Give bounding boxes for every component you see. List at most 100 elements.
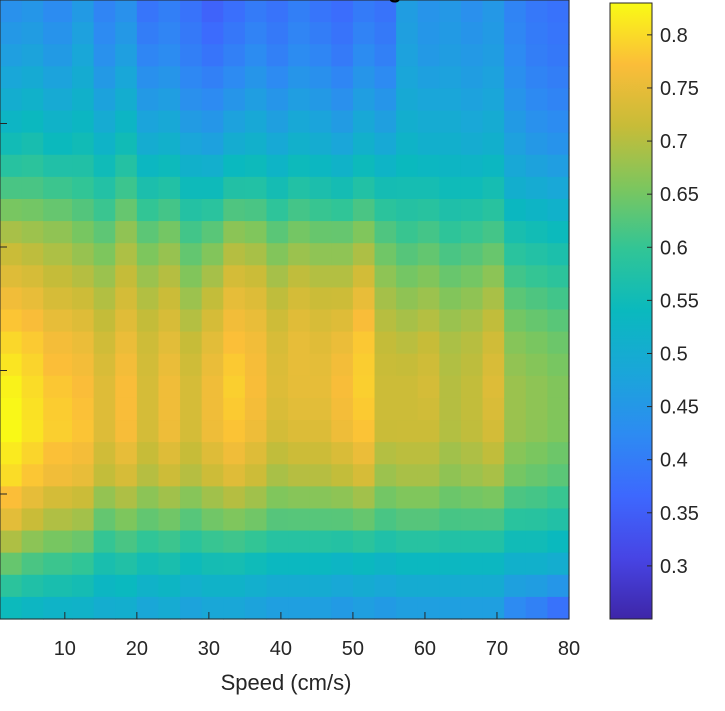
heatmap-cell [43, 552, 73, 576]
heatmap-cell [136, 486, 160, 510]
heatmap-cell [223, 486, 246, 510]
colorbar-tick-label: 0.3 [660, 556, 688, 578]
heatmap-cell [309, 44, 332, 67]
heatmap-cell [547, 22, 570, 45]
heatmap-cell [482, 0, 505, 23]
heatmap-cell [0, 464, 23, 487]
heatmap-cell [547, 442, 570, 465]
heatmap-cell [93, 287, 116, 311]
heatmap-cell [482, 265, 505, 288]
heatmap-cell [309, 486, 332, 510]
heatmap-cell [115, 221, 138, 244]
heatmap-cell [504, 0, 527, 23]
heatmap-cell [115, 265, 138, 288]
heatmap-cell [201, 375, 224, 399]
heatmap-cell [115, 198, 138, 222]
heatmap-cell [460, 287, 484, 311]
heatmap-cell [266, 176, 289, 200]
heatmap-cell [460, 420, 484, 443]
heatmap-cell [309, 375, 332, 399]
heatmap-cell [180, 66, 203, 90]
heatmap-cell [0, 198, 23, 222]
heatmap-cell [115, 508, 138, 532]
heatmap-cell [396, 287, 419, 311]
heatmap-cell [201, 243, 224, 266]
heatmap-cell [374, 132, 397, 156]
heatmap-cell [93, 110, 116, 134]
colorbar-tick-label: 0.75 [660, 78, 699, 100]
heatmap-cell [547, 420, 570, 443]
heatmap-cell [482, 198, 505, 222]
heatmap-cell [158, 88, 181, 112]
heatmap-cell [0, 442, 23, 465]
heatmap-cell [288, 154, 311, 178]
heatmap-cell [482, 243, 505, 266]
heatmap-cell [439, 508, 462, 532]
heatmap-cell [21, 132, 44, 156]
heatmap-cell [21, 442, 44, 465]
heatmap-cell [482, 44, 505, 67]
heatmap-cell [547, 176, 570, 200]
heatmap-cell [504, 331, 527, 355]
colorbar-tick-label: 0.65 [660, 184, 699, 206]
heatmap-cell [331, 66, 354, 90]
heatmap-cell [288, 110, 311, 134]
heatmap-cell [331, 508, 354, 532]
heatmap-cell [504, 464, 527, 487]
heatmap-cell [93, 44, 116, 67]
heatmap-cell [43, 442, 73, 465]
heatmap-cell [21, 265, 44, 288]
heatmap-cell [482, 66, 505, 90]
heatmap-cell [266, 420, 289, 443]
heatmap-cell [331, 0, 354, 23]
colorbar [609, 2, 653, 620]
heatmap-cell [115, 331, 138, 355]
heatmap-cell [309, 353, 332, 377]
heatmap-cell [21, 530, 44, 554]
heatmap-cell [374, 420, 397, 443]
heatmap-cell [396, 154, 419, 178]
heatmap-cell [72, 44, 95, 67]
heatmap-cell [0, 508, 23, 532]
heatmap-cell [180, 265, 203, 288]
heatmap-cell [93, 331, 116, 355]
heatmap-cell [93, 88, 116, 112]
heatmap-cell [417, 198, 440, 222]
heatmap-cell [21, 552, 44, 576]
heatmap-cell [115, 530, 138, 554]
heatmap-cell [417, 0, 440, 23]
heatmap-cell [136, 265, 160, 288]
heatmap-cell [309, 530, 332, 554]
heatmap-cell [201, 309, 224, 333]
heatmap-cell [374, 44, 397, 67]
heatmap-cell [43, 154, 73, 178]
heatmap-cell [72, 508, 95, 532]
heatmap-cell [439, 132, 462, 156]
heatmap-cell [180, 243, 203, 266]
heatmap-cell [43, 265, 73, 288]
heatmap-cell [158, 331, 181, 355]
colorbar-tick-label: 0.7 [660, 131, 688, 153]
heatmap-cell [439, 0, 462, 23]
heatmap-cell [439, 176, 462, 200]
heatmap-cell [93, 574, 116, 598]
heatmap-cell [482, 331, 505, 355]
heatmap-cell [374, 110, 397, 134]
heatmap-cell [331, 375, 354, 399]
heatmap-cell [374, 0, 397, 23]
heatmap-cell [115, 176, 138, 200]
heatmap-cell [460, 375, 484, 399]
heatmap-cell [266, 265, 289, 288]
heatmap-cell [309, 574, 332, 598]
heatmap-cell [374, 552, 397, 576]
heatmap-cell [136, 88, 160, 112]
heatmap-cell [417, 88, 440, 112]
heatmap-cell [547, 375, 570, 399]
heatmap-cell [288, 22, 311, 45]
heatmap-cell [352, 221, 376, 244]
heatmap-cell [180, 22, 203, 45]
heatmap-cell [93, 132, 116, 156]
heatmap-cell [439, 375, 462, 399]
heatmap-cell [331, 198, 354, 222]
heatmap-cell [244, 508, 268, 532]
